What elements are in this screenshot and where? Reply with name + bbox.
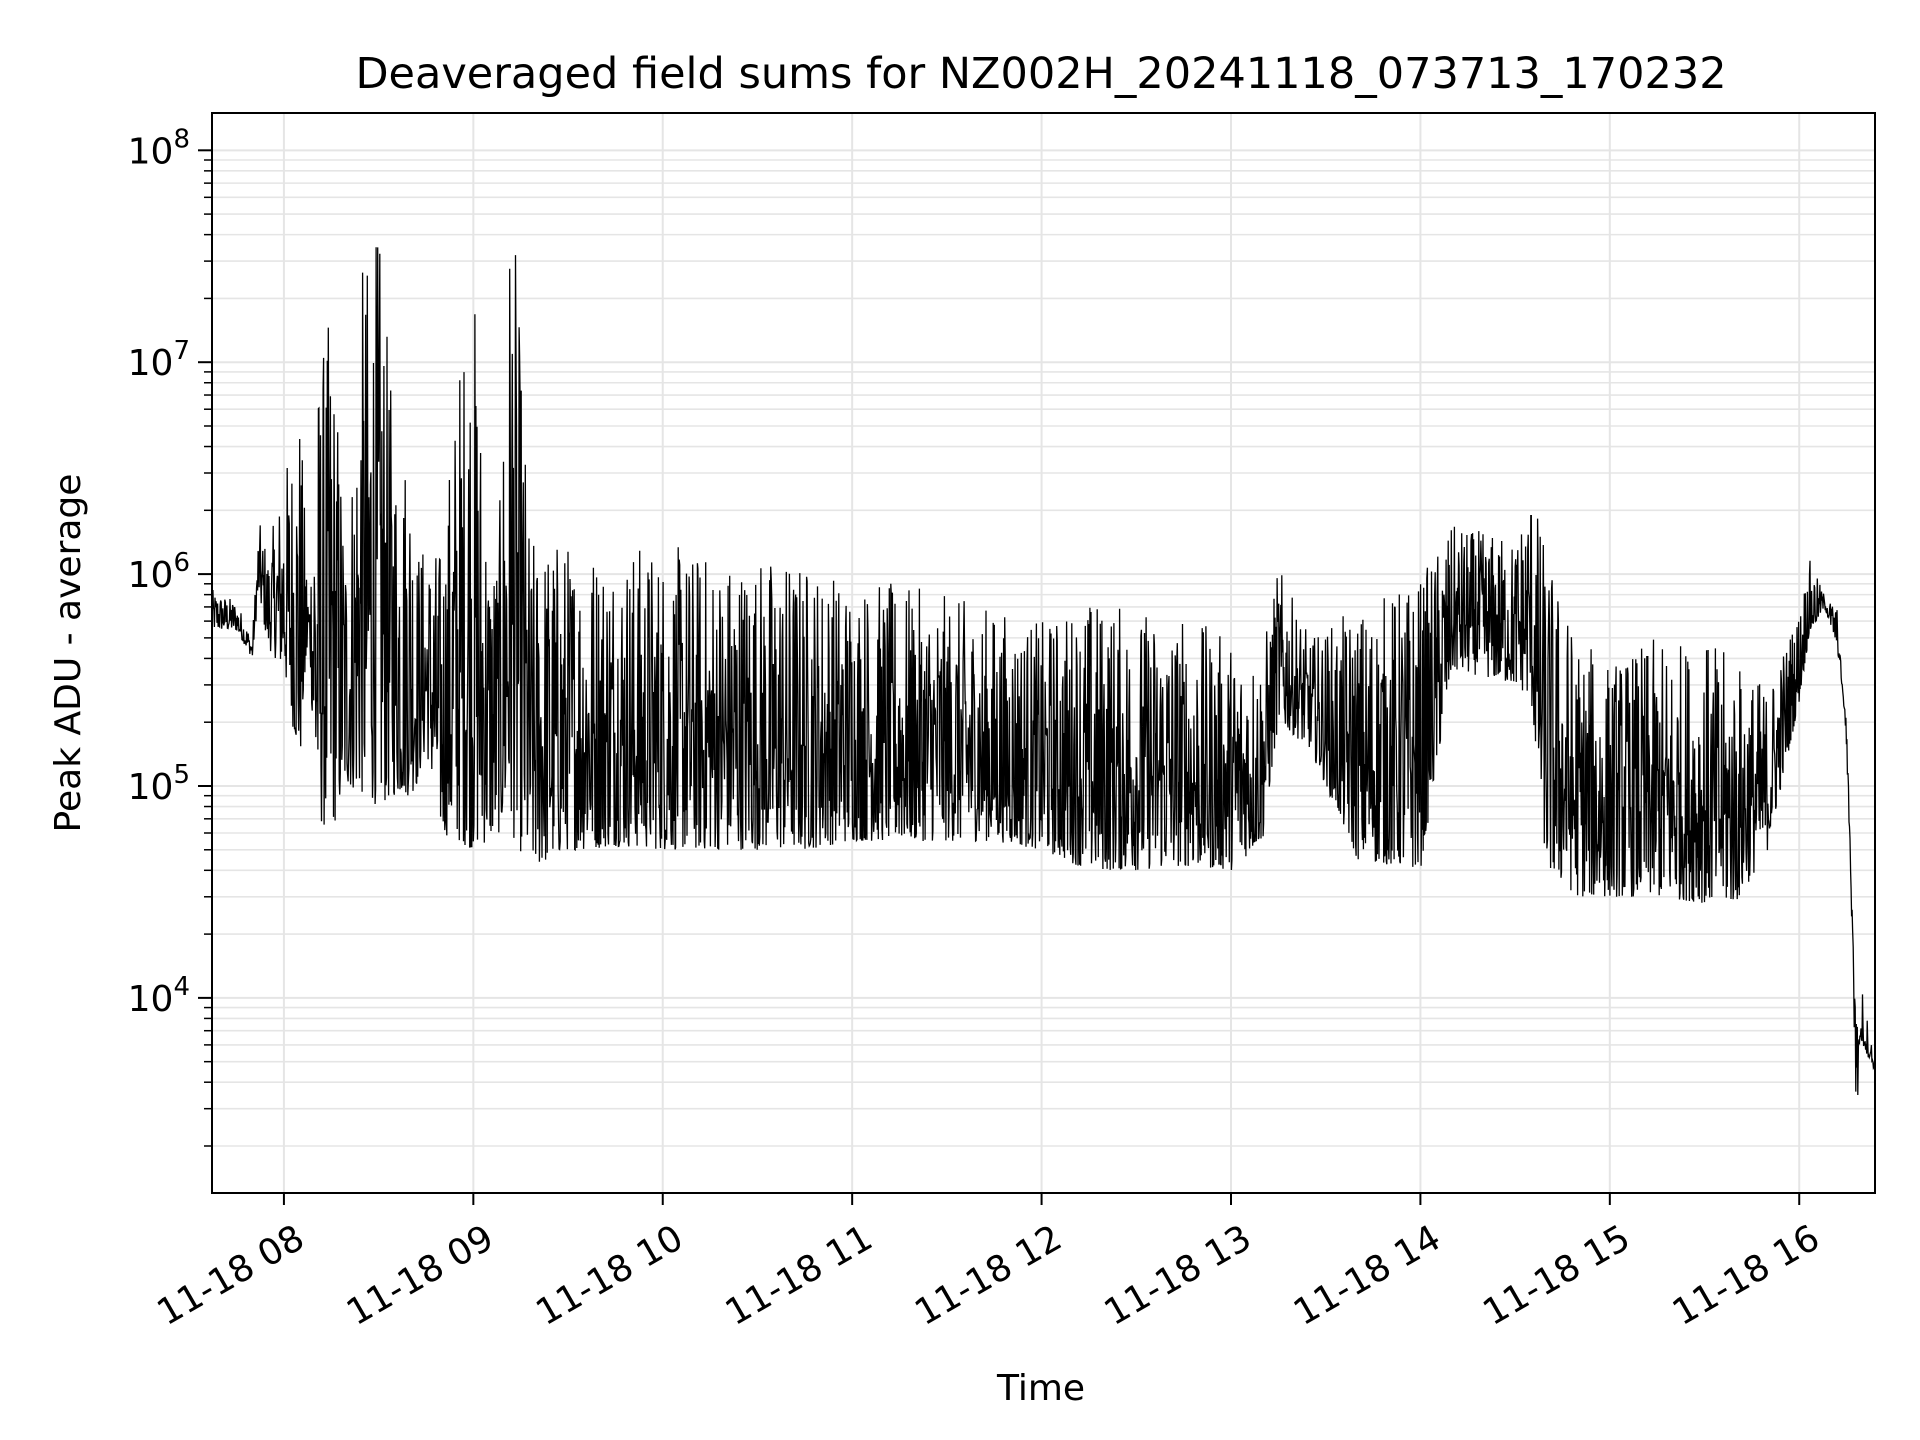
- x-tick-label: 11-18 14: [1287, 1217, 1448, 1333]
- y-axis-label: Peak ADU - average: [48, 474, 89, 833]
- plot-frame: [211, 112, 1876, 1194]
- y-tick-label: 108: [128, 124, 190, 172]
- x-tick-label: 11-18 13: [1098, 1217, 1259, 1333]
- x-tick-label: 11-18 16: [1666, 1217, 1827, 1333]
- y-axis: 104 105 106 107 108: [128, 124, 212, 1147]
- y-tick-label: 104: [128, 972, 190, 1020]
- data-line: [212, 247, 1875, 1096]
- x-tick-label: 11-18 11: [719, 1217, 880, 1333]
- x-tick-label: 11-18 15: [1476, 1217, 1637, 1333]
- x-tick-label: 11-18 12: [908, 1217, 1069, 1333]
- series-line: [212, 247, 1875, 1096]
- y-tick-label: 106: [128, 548, 190, 596]
- y-tick-label: 105: [128, 760, 190, 808]
- x-axis: 11-18 08 11-18 09 11-18 10 11-18 11 11-18 12…: [151, 1193, 1827, 1334]
- x-tick-label: 11-18 10: [529, 1217, 690, 1333]
- chart-title: Deaveraged field sums for NZ002H_2024111…: [355, 49, 1726, 99]
- x-tick-label: 11-18 08: [151, 1217, 312, 1333]
- x-tick-label: 11-18 09: [340, 1217, 501, 1333]
- y-tick-label: 107: [128, 336, 190, 384]
- x-axis-label: Time: [996, 1368, 1085, 1409]
